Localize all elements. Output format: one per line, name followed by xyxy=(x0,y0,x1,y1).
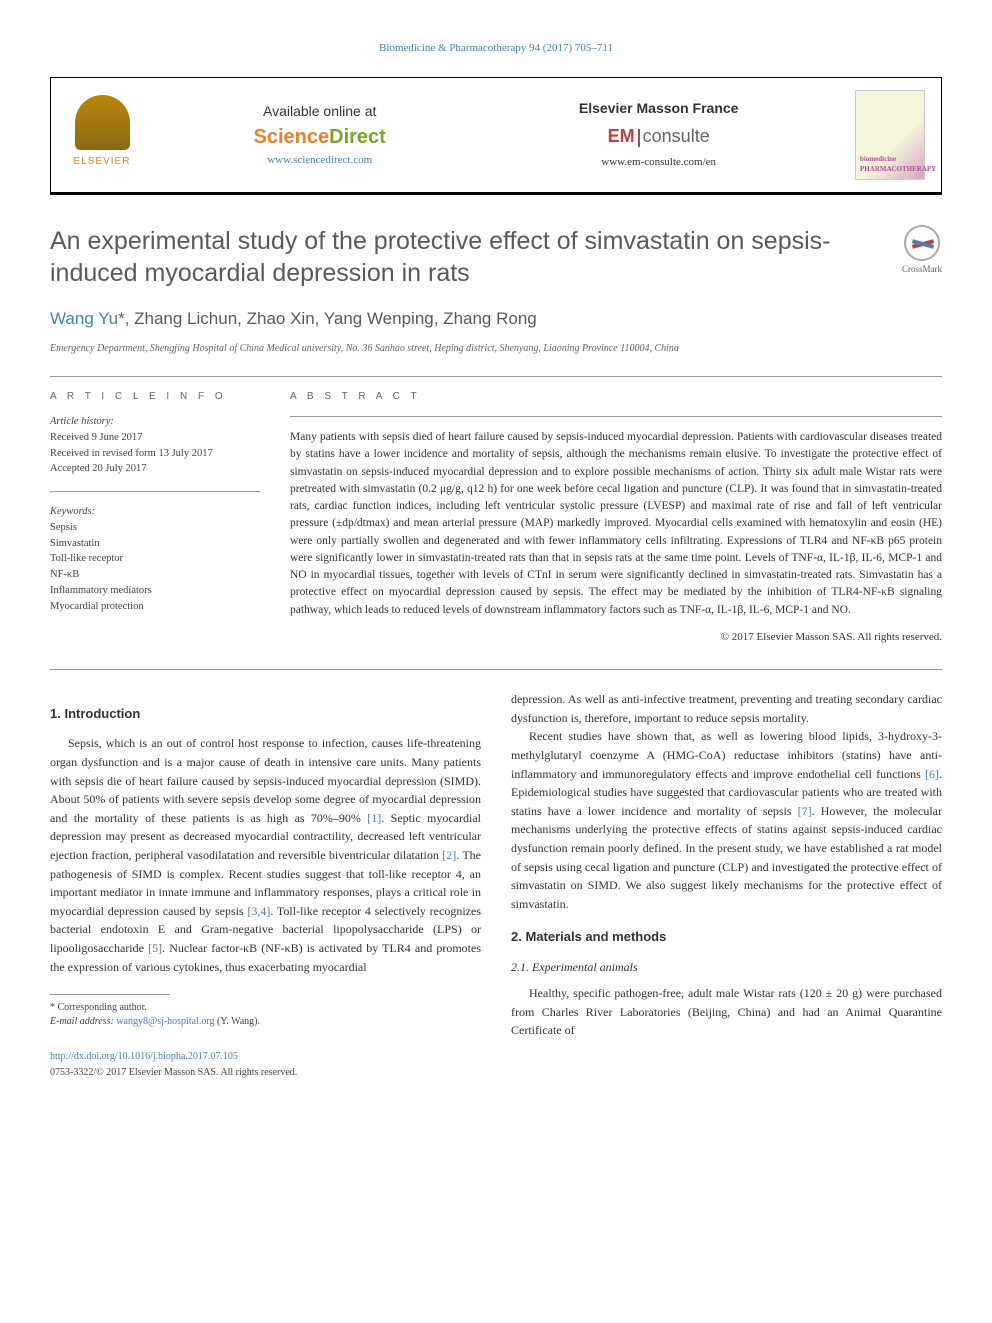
journal-reference[interactable]: Biomedicine & Pharmacotherapy 94 (2017) … xyxy=(50,40,942,57)
email-link[interactable]: wangy8@sj-hospital.org xyxy=(116,1016,214,1027)
citation-link[interactable]: [6] xyxy=(925,767,939,781)
keyword-item: Inflammatory mediators xyxy=(50,583,260,599)
keywords-block: Keywords: Sepsis Simvastatin Toll-like r… xyxy=(50,504,260,614)
intro-paragraph: Sepsis, which is an out of control host … xyxy=(50,734,481,976)
sciencedirect-block: Available online at ScienceDirect www.sc… xyxy=(254,101,386,169)
publisher-header-box: ELSEVIER Available online at ScienceDire… xyxy=(50,77,942,195)
citation-link[interactable]: [1] xyxy=(367,811,381,825)
crossmark-label: CrossMark xyxy=(902,263,942,277)
available-online-label: Available online at xyxy=(254,101,386,122)
em-consulte-logo[interactable]: EM consulte xyxy=(579,123,739,150)
elsevier-tree-icon xyxy=(75,95,130,150)
keyword-item: Simvastatin xyxy=(50,536,260,552)
citation-link[interactable]: [5] xyxy=(148,941,162,955)
abstract-column: A B S T R A C T Many patients with sepsi… xyxy=(290,389,942,645)
citation-link[interactable]: [2] xyxy=(442,848,456,862)
header-center: Available online at ScienceDirect www.sc… xyxy=(137,98,855,171)
col2-paragraph: Recent studies have shown that, as well … xyxy=(511,727,942,913)
journal-cover-title1: biomedicine xyxy=(860,154,920,165)
sd-brand-part1: Science xyxy=(254,126,330,148)
methods-paragraph: Healthy, specific pathogen-free, adult m… xyxy=(511,984,942,1040)
received-date: Received 9 June 2017 xyxy=(50,430,260,446)
revised-date: Received in revised form 13 July 2017 xyxy=(50,446,260,462)
history-header: Article history: xyxy=(50,414,260,430)
page-container: Biomedicine & Pharmacotherapy 94 (2017) … xyxy=(0,0,992,1120)
methods-subheading: 2.1. Experimental animals xyxy=(511,958,942,977)
crossmark-badge[interactable]: CrossMark xyxy=(902,225,942,277)
title-row: An experimental study of the protective … xyxy=(50,225,942,290)
body-column-left: 1. Introduction Sepsis, which is an out … xyxy=(50,690,481,1080)
keywords-header: Keywords: xyxy=(50,504,260,520)
keyword-item: NF-κB xyxy=(50,567,260,583)
keyword-item: Sepsis xyxy=(50,520,260,536)
introduction-heading: 1. Introduction xyxy=(50,704,481,724)
em-divider-icon xyxy=(638,129,640,147)
journal-cover-thumbnail[interactable]: biomedicine PHARMACOTHERAPY xyxy=(855,90,925,180)
keyword-item: Toll-like receptor xyxy=(50,551,260,567)
doi-block: http://dx.doi.org/10.1016/j.biopha.2017.… xyxy=(50,1049,481,1080)
elsevier-label: ELSEVIER xyxy=(74,154,131,169)
corresponding-author-note: * Corresponding author. xyxy=(50,1001,481,1015)
em-consulte-url[interactable]: www.em-consulte.com/en xyxy=(579,154,739,171)
divider-bottom xyxy=(50,669,942,670)
author-star: * xyxy=(118,309,125,328)
sciencedirect-logo[interactable]: ScienceDirect xyxy=(254,122,386,152)
em-brand-part2: consulte xyxy=(643,126,710,146)
methods-heading: 2. Materials and methods xyxy=(511,927,942,947)
keyword-item: Myocardial protection xyxy=(50,599,260,615)
citation-link[interactable]: [7] xyxy=(798,804,812,818)
authors-line: Wang Yu*, Zhang Lichun, Zhao Xin, Yang W… xyxy=(50,306,942,332)
elsevier-masson-label: Elsevier Masson France xyxy=(579,98,739,119)
affiliation: Emergency Department, Shengjing Hospital… xyxy=(50,341,942,356)
email-line: E-mail address: wangy8@sj-hospital.org (… xyxy=(50,1015,481,1029)
abstract-copyright: © 2017 Elsevier Masson SAS. All rights r… xyxy=(290,629,942,646)
divider-abstract-top xyxy=(290,416,942,417)
crossmark-icon xyxy=(904,225,940,261)
doi-link[interactable]: http://dx.doi.org/10.1016/j.biopha.2017.… xyxy=(50,1051,238,1062)
divider-info xyxy=(50,491,260,492)
issn-copyright: 0753-3322/© 2017 Elsevier Masson SAS. Al… xyxy=(50,1065,481,1081)
em-brand-part1: EM xyxy=(608,126,635,146)
article-info-column: A R T I C L E I N F O Article history: R… xyxy=(50,389,260,645)
journal-cover-title2: PHARMACOTHERAPY xyxy=(860,164,920,175)
elsevier-logo[interactable]: ELSEVIER xyxy=(67,95,137,175)
article-history-block: Article history: Received 9 June 2017 Re… xyxy=(50,414,260,477)
abstract-label: A B S T R A C T xyxy=(290,389,942,404)
article-title: An experimental study of the protective … xyxy=(50,225,902,290)
abstract-text: Many patients with sepsis died of heart … xyxy=(290,429,942,619)
body-column-right: depression. As well as anti-infective tr… xyxy=(511,690,942,1080)
accepted-date: Accepted 20 July 2017 xyxy=(50,461,260,477)
citation-link[interactable]: [3,4] xyxy=(247,904,270,918)
footnote-block: * Corresponding author. E-mail address: … xyxy=(50,1001,481,1029)
divider-top xyxy=(50,376,942,377)
corresponding-author-link[interactable]: Wang Yu xyxy=(50,309,118,328)
em-consulte-block: Elsevier Masson France EM consulte www.em… xyxy=(579,98,739,171)
article-info-label: A R T I C L E I N F O xyxy=(50,389,260,404)
col2-continuation: depression. As well as anti-infective tr… xyxy=(511,690,942,727)
sd-brand-part2: Direct xyxy=(329,126,386,148)
info-abstract-row: A R T I C L E I N F O Article history: R… xyxy=(50,389,942,645)
sciencedirect-url[interactable]: www.sciencedirect.com xyxy=(254,152,386,169)
body-columns: 1. Introduction Sepsis, which is an out … xyxy=(50,690,942,1080)
footnote-separator xyxy=(50,994,170,995)
